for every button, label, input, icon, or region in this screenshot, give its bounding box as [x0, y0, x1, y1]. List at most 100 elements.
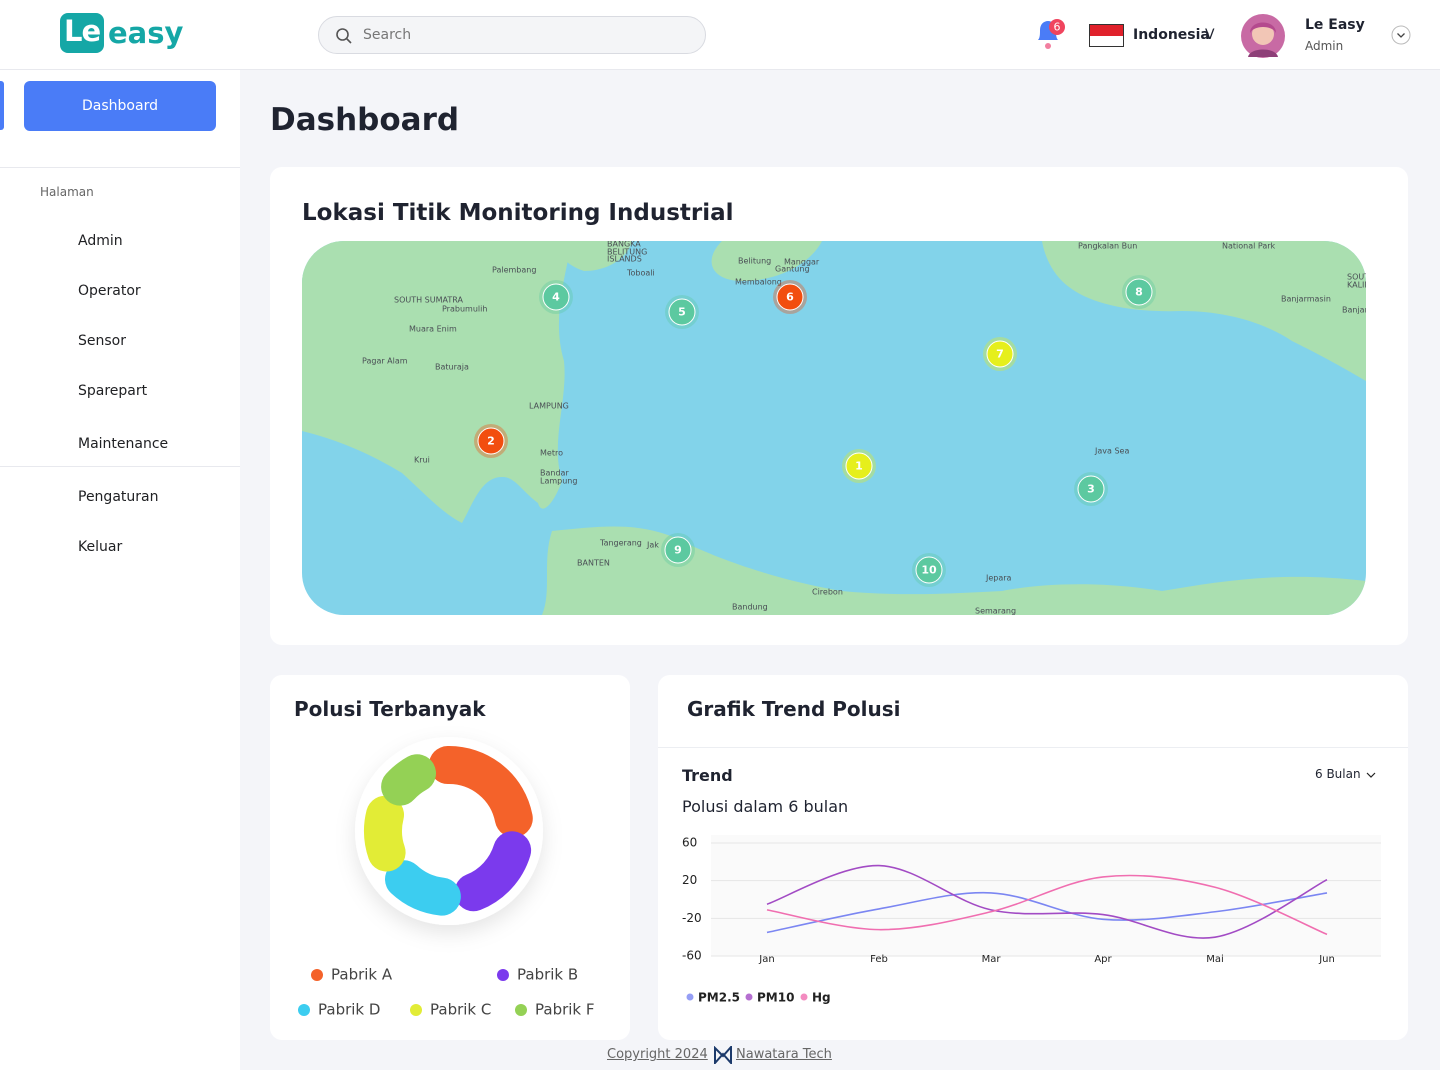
map-marker[interactable]: [542, 283, 570, 311]
nav-item[interactable]: Sparepart: [78, 383, 148, 399]
trend-title: Grafik Trend Polusi: [687, 697, 901, 721]
legend-swatch: [515, 1004, 527, 1016]
divider: [0, 466, 240, 467]
map-marker[interactable]: [664, 536, 692, 564]
place-label: National Park: [1222, 242, 1276, 251]
place-label: Tangerang: [599, 539, 642, 548]
nav-item[interactable]: Maintenance: [78, 436, 169, 452]
donut-segment: [384, 860, 461, 916]
map-marker[interactable]: [845, 452, 873, 480]
company-logo: [714, 1046, 732, 1064]
logo-mark: Le: [64, 14, 101, 48]
place-label: Membalong: [735, 278, 782, 287]
marker-label: 4: [552, 291, 560, 304]
company-name[interactable]: Nawatara Tech: [736, 1047, 832, 1062]
legend-swatch: [497, 969, 509, 981]
search-box[interactable]: Search: [318, 16, 706, 54]
nav-item[interactable]: Operator: [78, 283, 141, 299]
nav-dashboard[interactable]: Dashboard: [24, 81, 216, 131]
marker-label: 10: [921, 564, 937, 577]
place-label: Pangkalan Bun: [1078, 242, 1137, 251]
active-indicator: [0, 81, 4, 130]
legend-label: PM10: [757, 991, 794, 1005]
nav-item[interactable]: Sensor: [78, 333, 126, 349]
legend-swatch: [686, 993, 694, 1001]
legend-swatch: [800, 993, 808, 1001]
y-tick-label: -60: [682, 949, 702, 963]
map-title: Lokasi Titik Monitoring Industrial: [302, 200, 734, 226]
place-label: Cirebon: [812, 588, 843, 597]
place-label: LAMPUNG: [529, 402, 569, 411]
line-chart: 60 20 -20 -60 Jan Feb Mar Apr Mai Jun PM2.5 PM10 Hg: [682, 835, 1381, 1005]
notification-count: 6: [1054, 21, 1061, 34]
donut-title: Polusi Terbanyak: [294, 697, 486, 721]
marker-label: 1: [855, 460, 863, 473]
trend-description: Polusi dalam 6 bulan: [682, 797, 849, 816]
section-label: Halaman: [40, 185, 94, 199]
notification-bell[interactable]: 6: [1032, 16, 1072, 52]
map-marker[interactable]: [986, 340, 1014, 368]
avatar[interactable]: [1240, 13, 1286, 59]
period-chevron[interactable]: [1365, 770, 1377, 780]
nav-item[interactable]: Pengaturan: [78, 489, 159, 505]
user-name: Le Easy: [1305, 17, 1365, 33]
place-label: BANGKA: [607, 241, 641, 249]
map-marker[interactable]: [668, 298, 696, 326]
marker-label: 8: [1135, 286, 1143, 299]
place-label: Bandung: [732, 603, 768, 612]
map-marker[interactable]: [915, 556, 943, 584]
map-marker[interactable]: [1125, 278, 1153, 306]
place-label: Bandar: [540, 469, 569, 478]
user-menu-toggle[interactable]: [1391, 25, 1411, 45]
period-select[interactable]: 6 Bulan: [1315, 767, 1361, 781]
map-marker[interactable]: [1077, 475, 1105, 503]
legend-label: Pabrik C: [430, 1001, 491, 1019]
place-label: ISLANDS: [607, 255, 642, 264]
legend-label: Hg: [812, 991, 831, 1005]
donut-segment: [364, 795, 406, 872]
marker-label: 7: [996, 348, 1004, 361]
legend-swatch: [745, 993, 753, 1001]
x-tick-label: Feb: [870, 954, 888, 965]
map-marker[interactable]: [776, 283, 804, 311]
place-label: Gantung: [775, 265, 810, 274]
divider: [658, 747, 1408, 748]
place-label: BANTEN: [577, 559, 610, 568]
x-tick-label: Mai: [1206, 954, 1224, 965]
series-line: [766, 864, 1328, 939]
place-label: Baturaja: [435, 363, 469, 372]
nav-item[interactable]: Keluar: [78, 539, 123, 555]
place-label: Banjarbaru: [1342, 306, 1366, 315]
map-marker[interactable]: [477, 427, 505, 455]
y-tick-label: -20: [682, 911, 702, 925]
legend-label: Pabrik F: [535, 1001, 595, 1019]
flag-icon: [1089, 24, 1124, 47]
trend-subtitle: Trend: [682, 766, 733, 785]
place-label: Muara Enim: [409, 325, 457, 334]
marker-label: 6: [786, 291, 794, 304]
plot-background: [711, 835, 1381, 956]
marker-label: 3: [1087, 483, 1095, 496]
y-tick-label: 60: [682, 836, 697, 850]
legend-label: Pabrik D: [318, 1001, 380, 1019]
place-label: Jak: [646, 541, 659, 550]
place-label: Prabumulih: [442, 305, 487, 314]
logo-text: easy: [108, 16, 184, 50]
place-label: KALIMA: [1347, 281, 1366, 290]
x-tick-label: Jun: [1318, 954, 1335, 965]
nav-item[interactable]: Admin: [78, 233, 123, 249]
x-tick-label: Jan: [758, 954, 774, 965]
sidebar: Dashboard Halaman Admin Operator Sensor Spa…: [0, 70, 240, 1070]
donut-segment: [381, 754, 437, 806]
divider: [0, 167, 240, 168]
user-role: Admin: [1305, 39, 1344, 53]
place-label: SOUTH: [1347, 273, 1366, 282]
language-toggle[interactable]: V: [1205, 27, 1215, 43]
header: Le easy Search 6 Indonesia V Le Easy Adm…: [0, 0, 1440, 70]
place-label: Banjarmasin: [1281, 295, 1331, 304]
language[interactable]: Indonesia: [1133, 27, 1210, 43]
series-line: [766, 891, 1328, 934]
legend-label: Pabrik A: [331, 966, 393, 984]
